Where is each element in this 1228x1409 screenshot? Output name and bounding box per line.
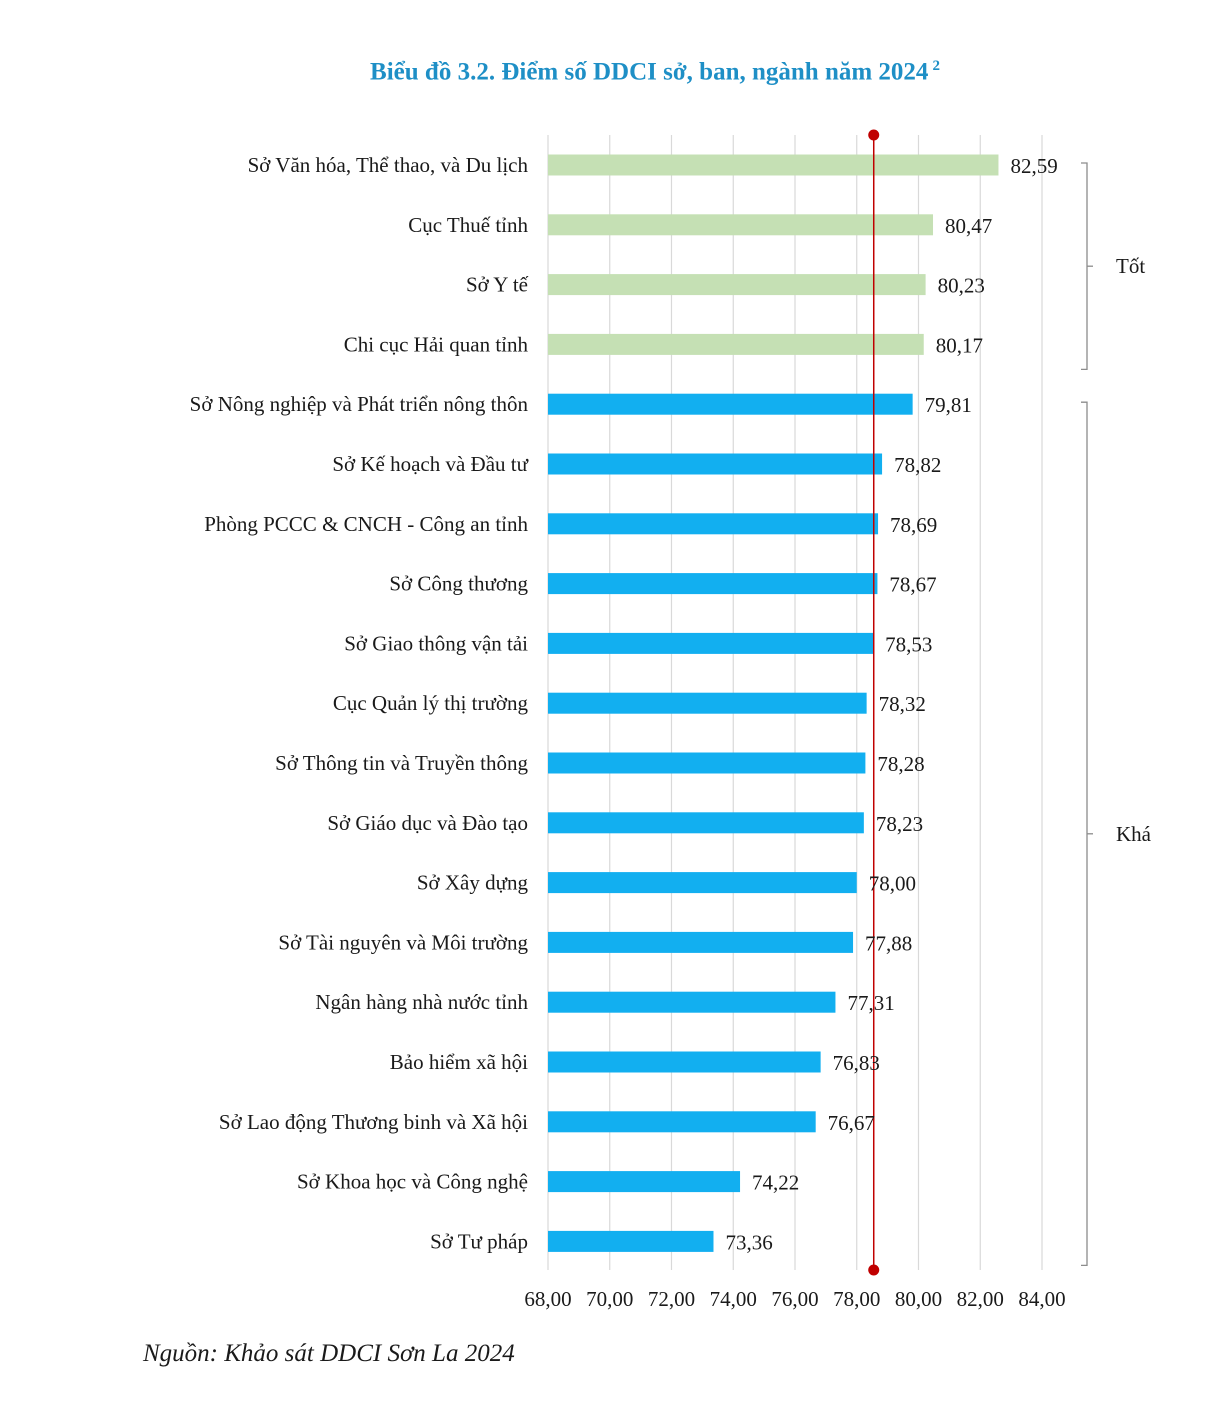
labels: 68,00 70,00 72,00 74,00 76,00 78,00 80,00 82,00…	[190, 153, 1066, 1311]
bars	[548, 154, 999, 1252]
bar	[548, 1230, 714, 1252]
value-label: 80,17	[936, 333, 983, 357]
value-label: 76,67	[828, 1111, 875, 1135]
bar	[548, 872, 857, 894]
value-label: 78,67	[889, 573, 936, 597]
value-label: 78,82	[894, 453, 941, 477]
x-tick-label: 78,00	[833, 1287, 880, 1311]
bar	[548, 991, 836, 1013]
value-label: 78,32	[879, 692, 926, 716]
category-label: Sở Văn hóa, Thể thao, và Du lịch	[248, 153, 529, 177]
bar	[548, 1111, 816, 1133]
value-label: 82,59	[1010, 154, 1057, 178]
x-tick-label: 76,00	[771, 1287, 818, 1311]
bar	[548, 752, 866, 774]
x-tick-label: 82,00	[957, 1287, 1004, 1311]
bar	[548, 1171, 741, 1193]
group-label: Tốt	[1116, 254, 1145, 278]
bar	[548, 1051, 821, 1073]
value-label: 78,23	[876, 812, 923, 836]
reference-dot-top	[868, 129, 880, 141]
bar	[548, 453, 883, 475]
group-bracket	[1081, 162, 1088, 371]
chart-title-text: Biểu đồ 3.2. Điểm số DDCI sở, ban, ngành…	[370, 58, 929, 86]
category-label: Sở Giao thông vận tải	[344, 631, 528, 655]
bar	[548, 573, 878, 595]
bar	[548, 632, 874, 654]
value-label: 76,83	[833, 1051, 880, 1075]
value-label: 77,31	[847, 991, 894, 1015]
category-label: Sở Tư pháp	[430, 1229, 528, 1253]
category-label: Sở Nông nghiệp và Phát triển nông thôn	[190, 392, 529, 416]
group-bracket	[1081, 401, 1088, 1267]
category-label: Sở Lao động Thương binh và Xã hội	[219, 1110, 528, 1134]
bar	[548, 154, 999, 176]
category-label: Ngân hàng nhà nước tỉnh	[315, 990, 528, 1014]
category-label: Bảo hiểm xã hội	[390, 1050, 528, 1074]
category-label: Cục Thuế tỉnh	[408, 213, 528, 237]
bar	[548, 692, 867, 714]
category-label: Phòng PCCC & CNCH - Công an tỉnh	[204, 512, 528, 536]
category-label: Chi cục Hải quan tỉnh	[344, 332, 529, 356]
value-label: 78,53	[885, 632, 932, 656]
category-label: Sở Y tế	[466, 273, 529, 297]
chart-title: Biểu đồ 3.2. Điểm số DDCI sở, ban, ngành…	[0, 58, 1228, 86]
bar	[548, 274, 926, 296]
value-label: 74,22	[752, 1171, 799, 1195]
bar	[548, 931, 854, 953]
reference-line	[868, 129, 880, 1276]
x-tick-label: 68,00	[524, 1287, 571, 1311]
group-brackets: Tốt Khá	[1081, 162, 1152, 1267]
reference-dot-bottom	[868, 1264, 880, 1276]
x-tick-label: 72,00	[648, 1287, 695, 1311]
category-label: Sở Khoa học và Công nghệ	[297, 1170, 528, 1194]
bar	[548, 393, 913, 415]
x-tick-label: 70,00	[586, 1287, 633, 1311]
value-label: 78,28	[877, 752, 924, 776]
category-label: Cục Quản lý thị trường	[333, 691, 529, 715]
value-label: 80,23	[938, 274, 985, 298]
category-label: Sở Tài nguyên và Môi trường	[278, 930, 528, 954]
x-tick-label: 80,00	[895, 1287, 942, 1311]
x-tick-label: 74,00	[710, 1287, 757, 1311]
x-tick-label: 84,00	[1018, 1287, 1065, 1311]
value-label: 80,47	[945, 214, 992, 238]
bar	[548, 513, 879, 535]
bar	[548, 812, 864, 834]
category-label: Sở Xây dựng	[417, 871, 529, 895]
value-label: 73,36	[725, 1230, 772, 1254]
category-label: Sở Thông tin và Truyền thông	[275, 751, 528, 775]
value-label: 79,81	[925, 393, 972, 417]
source-note: Nguồn: Khảo sát DDCI Sơn La 2024	[143, 1340, 515, 1367]
bar	[548, 214, 934, 236]
title-footnote: 2	[932, 58, 940, 74]
category-label: Sở Công thương	[389, 572, 528, 596]
value-label: 77,88	[865, 931, 912, 955]
bar	[548, 333, 924, 355]
group-label: Khá	[1116, 822, 1152, 846]
value-label: 78,69	[890, 513, 937, 537]
category-label: Sở Giáo dục và Đào tạo	[327, 811, 528, 835]
value-label: 78,00	[869, 872, 916, 896]
category-label: Sở Kế hoạch và Đầu tư	[332, 452, 528, 476]
grid-lines	[547, 135, 1043, 1270]
